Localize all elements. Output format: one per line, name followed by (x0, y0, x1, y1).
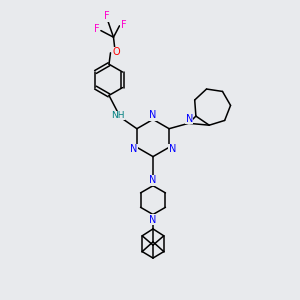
Text: N: N (149, 215, 156, 225)
Text: O: O (112, 47, 120, 57)
Text: N: N (149, 110, 157, 120)
Text: F: F (104, 11, 110, 21)
Text: N: N (169, 144, 176, 154)
Text: N: N (130, 144, 137, 154)
Text: N: N (185, 113, 193, 124)
Text: NH: NH (111, 111, 125, 120)
Text: N: N (149, 175, 156, 185)
Text: F: F (121, 20, 127, 30)
Text: F: F (94, 24, 100, 34)
